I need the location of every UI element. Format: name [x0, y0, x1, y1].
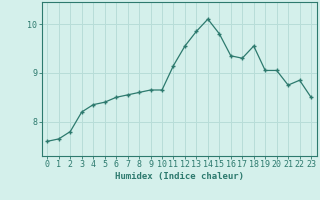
X-axis label: Humidex (Indice chaleur): Humidex (Indice chaleur)	[115, 172, 244, 181]
